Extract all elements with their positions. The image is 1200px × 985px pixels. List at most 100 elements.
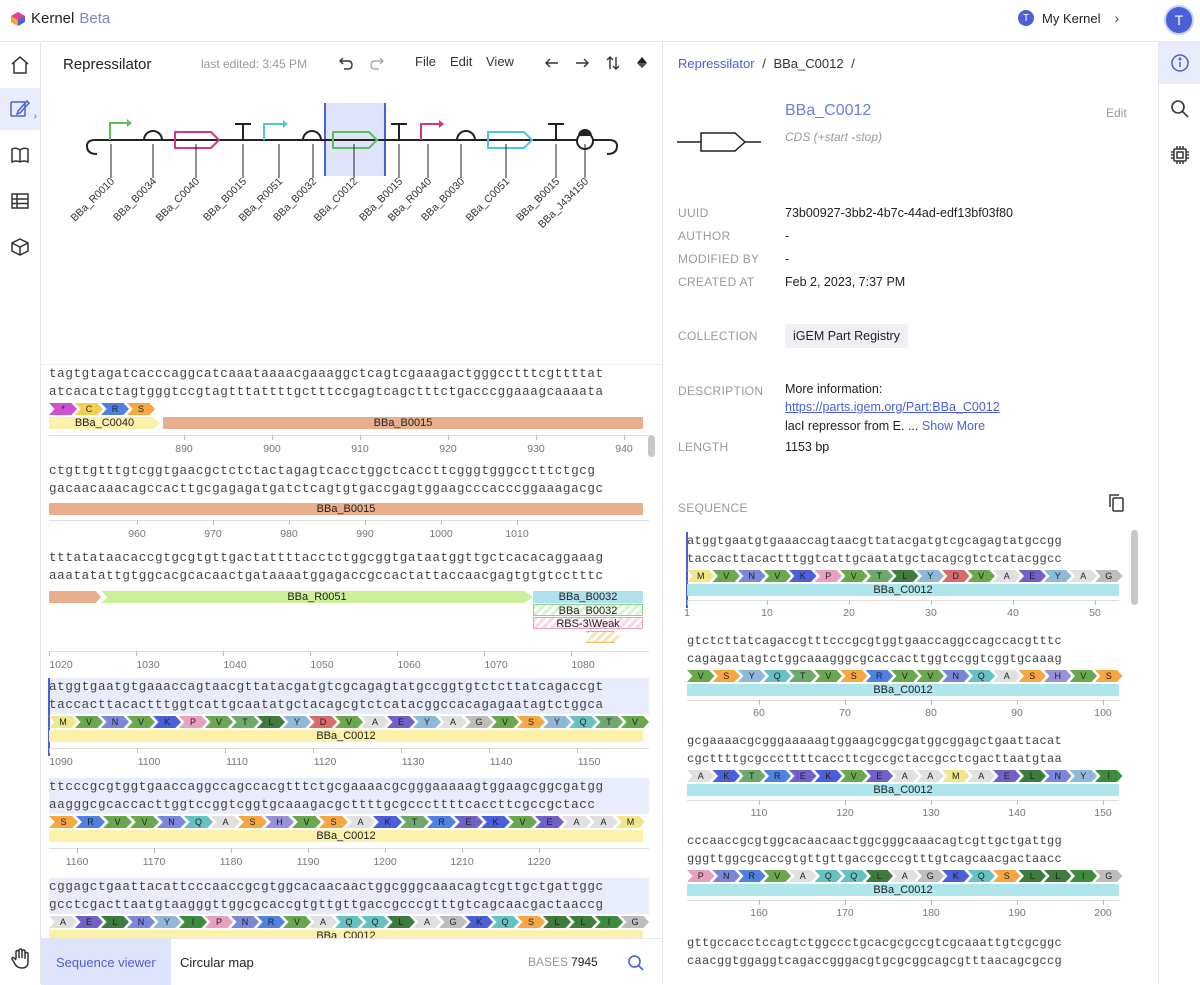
search-icon[interactable] [627, 954, 645, 977]
amino-acid-Y: Y [283, 716, 311, 728]
feature-bba-c0012[interactable]: BBa_C0012 [687, 884, 1119, 896]
amino-acid-L: L [865, 870, 893, 882]
feature-rbs-weak[interactable]: RBS-3\Weak [533, 617, 643, 629]
amino-acid-N: N [157, 816, 186, 828]
ruler-tick [1103, 900, 1104, 905]
copy-icon[interactable] [1106, 492, 1126, 519]
view-menu[interactable]: View [486, 54, 514, 69]
ruler-line [49, 651, 649, 652]
amino-acid-M: M [687, 570, 715, 582]
left-nav: › [0, 42, 41, 984]
feature-bba-c0012[interactable]: BBa_C0012 [687, 784, 1119, 796]
amino-acid-V: V [763, 870, 791, 882]
description-text: lacI repressor from E. ... Show More [785, 419, 985, 433]
feature-bba-r0051[interactable]: BBa_R0051 [101, 591, 533, 603]
feature-bba-b0015[interactable]: BBa_B0015 [49, 503, 643, 515]
collection-chip[interactable]: iGEM Part Registry [785, 324, 908, 348]
feature-small-marker[interactable] [585, 631, 621, 643]
ruler-label: 120 [836, 807, 854, 819]
feature-bba-c0012[interactable]: BBa_C0012 [49, 830, 643, 842]
info-icon[interactable] [1159, 42, 1200, 84]
edit-menu[interactable]: Edit [450, 54, 473, 69]
table-icon[interactable] [0, 180, 40, 222]
feature-bba-b0015-end[interactable] [49, 591, 101, 603]
tab-sequence-viewer[interactable]: Sequence viewer [41, 939, 171, 985]
dna-top-strand: cggagctgaattacattcccaaccgcgtggcacaacaact… [49, 878, 649, 896]
amino-acid-Q: Q [967, 670, 995, 682]
amino-acid-A: A [789, 870, 817, 882]
ruler-line [49, 748, 649, 749]
description-link[interactable]: https://parts.igem.org/Part:BBa_C0012 [785, 400, 1000, 414]
amino-acid-R: R [101, 403, 129, 415]
chevron-right-icon: › [1114, 10, 1120, 26]
part-label-bba-r0010[interactable]: BBa_R0010 [69, 176, 118, 225]
amino-acid-K: K [712, 770, 740, 782]
document-title[interactable]: Repressilator [63, 56, 152, 73]
undo-icon[interactable] [337, 54, 355, 72]
breadcrumb-root[interactable]: Repressilator [678, 56, 755, 71]
amino-acid-T: T [400, 816, 429, 828]
ruler-label: 1200 [373, 856, 397, 868]
feature-bba-b0032-alt[interactable]: BBa_B0032 [533, 604, 643, 616]
cube-icon[interactable] [0, 226, 40, 268]
home-icon[interactable] [0, 44, 40, 86]
ruler-tick [223, 651, 224, 656]
search-icon[interactable] [1159, 88, 1200, 130]
book-icon[interactable] [0, 134, 40, 176]
bases-count: BASES 7945 [528, 955, 598, 969]
amino-acid-V: V [621, 716, 649, 728]
breadcrumb-part[interactable]: BBa_C0012 [773, 56, 844, 71]
amino-acid-A: A [993, 670, 1021, 682]
dna-strand: caacggtggaggtcagaccgggacgtgcgcggcagcgttt… [687, 954, 1063, 968]
ruler-tick [313, 748, 314, 753]
feature-bba-b0015[interactable]: BBa_B0015 [163, 417, 643, 429]
feature-bba-c0012[interactable]: BBa_C0012 [687, 584, 1119, 596]
paint-bucket-icon[interactable] [633, 54, 651, 72]
file-menu[interactable]: File [415, 54, 436, 69]
user-avatar[interactable]: T [1164, 5, 1194, 35]
dna-strand: cgcttttgcgcccttttcaccttcgccgctaccgcctcga… [687, 752, 1063, 766]
ruler-line [49, 435, 649, 436]
part-label-bba-b0034[interactable]: BBa_B0034 [111, 176, 159, 224]
swap-icon[interactable] [604, 54, 622, 72]
chip-icon[interactable] [1159, 134, 1200, 176]
sequence-scrollbar[interactable] [648, 435, 655, 457]
feature-bba-c0012[interactable]: BBa_C0012 [49, 930, 643, 938]
ruler-tick [272, 435, 273, 440]
feature-bba-c0040[interactable]: BBa_C0040 [49, 417, 160, 429]
sequence-viewer[interactable]: tagtgtagatcacccaggcatcaaataaaacgaaaggctc… [41, 364, 662, 938]
feature-bba-b0032[interactable]: BBa_B0032 [533, 591, 643, 603]
ruler-label: 930 [527, 443, 545, 455]
dna-strand: gttgccacctccagtctggccctgcacgcgccgtcgcaaa… [687, 936, 1063, 950]
show-more-link[interactable]: Show More [921, 419, 986, 433]
redo-icon[interactable] [368, 54, 386, 72]
edit-icon[interactable]: › [0, 88, 40, 130]
hand-icon[interactable] [0, 938, 40, 980]
amino-acid-N: N [712, 870, 740, 882]
app-logo[interactable]: Kernel Beta [10, 10, 110, 27]
amino-acid-L: L [1018, 870, 1046, 882]
ruler-tick [225, 748, 226, 753]
amino-acid-A: A [891, 770, 919, 782]
workspace-switcher[interactable]: T My Kernel › [1018, 10, 1119, 26]
part-label-bba-c0051[interactable]: BBa_C0051 [464, 176, 513, 225]
ruler-tick [577, 748, 578, 753]
info-scrollbar[interactable] [1131, 530, 1138, 605]
ruler-line [687, 900, 1119, 901]
part-label-bba-c0040[interactable]: BBa_C0040 [154, 176, 203, 225]
arrow-left-icon[interactable] [543, 54, 561, 72]
dna-bottom-strand: gcctcgacttaatgtaagggttggcgcaccgtgttgttga… [49, 896, 649, 914]
feature-bba-c0012[interactable]: BBa_C0012 [687, 684, 1119, 696]
arrow-right-icon[interactable] [573, 54, 591, 72]
part-label-bba-c0012[interactable]: BBa_C0012 [312, 176, 361, 225]
ruler-line [687, 800, 1119, 801]
ruler-label: 1020 [49, 659, 73, 671]
amino-acid-Y: Y [413, 716, 441, 728]
edit-button[interactable]: Edit [1106, 106, 1127, 120]
part-name[interactable]: BBa_C0012 [785, 102, 872, 119]
tab-circular-map[interactable]: Circular map [180, 954, 254, 970]
feature-bba-c0012[interactable]: BBa_C0012 [49, 730, 643, 742]
description-snippet: lacI repressor from E. ... [785, 419, 919, 433]
amino-acid-G: G [439, 916, 467, 928]
brand-name: Kernel [31, 10, 75, 27]
